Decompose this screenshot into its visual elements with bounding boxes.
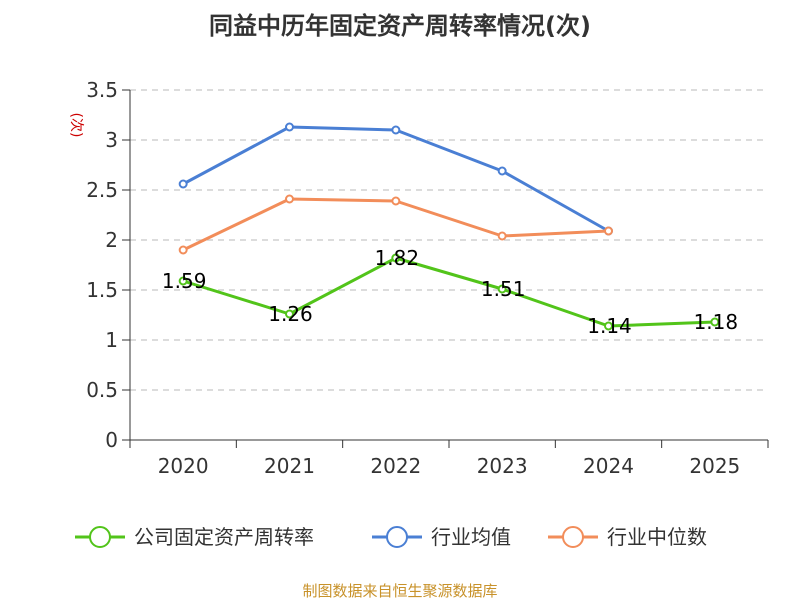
series-industry-median (178, 194, 613, 255)
x-tick-label: 2020 (158, 454, 209, 478)
data-point (497, 166, 507, 176)
data-label: 1.26 (268, 302, 313, 326)
y-tick-label: 3.5 (86, 78, 118, 102)
series-layer (178, 122, 720, 331)
legend-marker (562, 526, 584, 548)
data-point (497, 231, 507, 241)
y-tick-label: 3 (105, 128, 118, 152)
legend-marker (386, 526, 408, 548)
legend-item[interactable]: 公司固定资产周转率 (75, 525, 314, 549)
legend-marker (89, 526, 111, 548)
data-label: 1.59 (162, 269, 207, 293)
data-point (285, 309, 294, 319)
y-tick-label: 0.5 (86, 378, 118, 402)
grid-lines (130, 89, 768, 391)
source-note: 制图数据来自恒生聚源数据库 (302, 582, 497, 600)
data-point (178, 245, 188, 255)
data-point (604, 321, 613, 331)
y-tick-label: 1 (105, 328, 118, 352)
x-tick-label: 2024 (583, 454, 634, 478)
data-label: 1.82 (375, 246, 420, 270)
y-tick-label: 0 (105, 428, 118, 452)
data-point (497, 284, 507, 294)
legend[interactable]: 公司固定资产周转率 行业均值 行业中位数 (75, 525, 707, 549)
data-point (178, 276, 188, 286)
legend-label: 行业均值 (431, 525, 511, 549)
data-point (285, 122, 294, 132)
series-line (182, 256, 715, 328)
x-tick-label: 2022 (370, 454, 421, 478)
data-label: 1.51 (481, 277, 526, 301)
data-point (178, 179, 188, 189)
legend-item[interactable]: 行业均值 (372, 525, 511, 549)
data-point (391, 196, 401, 206)
series-line (182, 125, 610, 233)
data-point (710, 317, 720, 327)
x-tick-label: 2023 (477, 454, 528, 478)
data-point (285, 194, 294, 204)
y-tick-label: 1.5 (86, 278, 118, 302)
legend-label: 公司固定资产周转率 (134, 525, 314, 549)
y-tick-label: 2 (105, 228, 118, 252)
data-label: 1.14 (587, 314, 632, 338)
legend-label: 行业中位数 (607, 525, 707, 549)
series-line (182, 197, 609, 252)
legend-item[interactable]: 行业中位数 (548, 525, 707, 549)
chart-title: 同益中历年固定资产周转率情况(次) (209, 12, 591, 40)
y-axis-unit: (次) (68, 113, 84, 138)
x-tick-label: 2025 (689, 454, 740, 478)
data-labels: 1.59 1.26 1.82 1.51 1.14 1.18 (162, 246, 738, 338)
y-tick-label: 2.5 (86, 178, 118, 202)
series-company (178, 253, 720, 331)
axes: 0 0.5 1 1.5 2 2.5 3 3.5 2020 2021 2022 2023 2024 2025 (86, 78, 769, 478)
data-point (391, 125, 401, 135)
data-point (391, 253, 401, 263)
x-tick-label: 2021 (264, 454, 315, 478)
data-label: 1.18 (694, 310, 739, 334)
data-point (604, 226, 613, 236)
